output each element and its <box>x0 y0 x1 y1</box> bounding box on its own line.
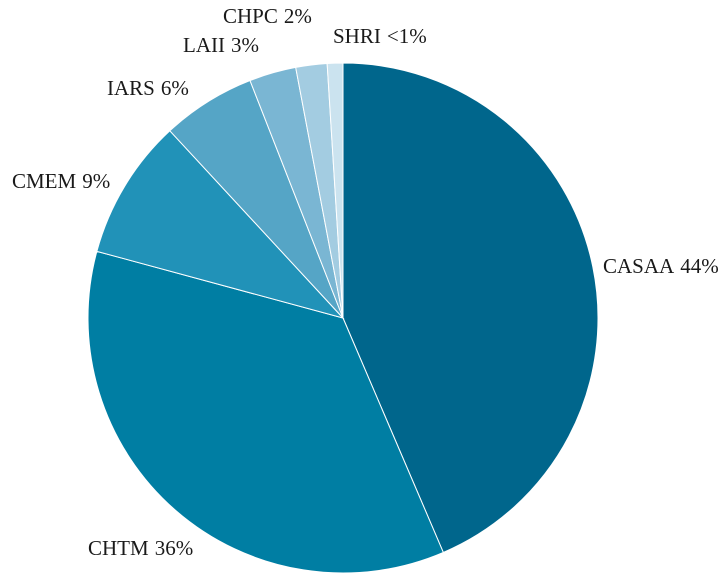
slice-value: 44% <box>680 254 719 278</box>
pie-slice <box>342 62 599 554</box>
slice-value: 3% <box>231 33 259 57</box>
slice-label: CHPC 2% <box>223 4 312 28</box>
slice-value: 9% <box>82 169 110 193</box>
pie-slice <box>326 62 344 319</box>
slice-label: LAII 3% <box>183 33 259 57</box>
slice-category: CHTM <box>88 536 149 560</box>
slice-value: 6% <box>161 76 189 100</box>
slice-value: <1% <box>387 24 427 48</box>
slice-label: CASAA 44% <box>603 254 719 278</box>
slice-category: CHPC <box>223 4 278 28</box>
slice-value: 36% <box>155 536 194 560</box>
slice-label: IARS 6% <box>107 76 189 100</box>
slice-category: IARS <box>107 76 155 100</box>
slice-category: LAII <box>183 33 225 57</box>
slice-category: CASAA <box>603 254 675 278</box>
slice-label: CMEM 9% <box>12 169 110 193</box>
slice-label: CHTM 36% <box>88 536 193 560</box>
slice-value: 2% <box>284 4 312 28</box>
pie-slice <box>87 250 444 573</box>
slice-label: SHRI <1% <box>333 24 427 48</box>
slice-category: SHRI <box>333 24 381 48</box>
slice-category: CMEM <box>12 169 77 193</box>
pie-slice <box>96 130 345 319</box>
